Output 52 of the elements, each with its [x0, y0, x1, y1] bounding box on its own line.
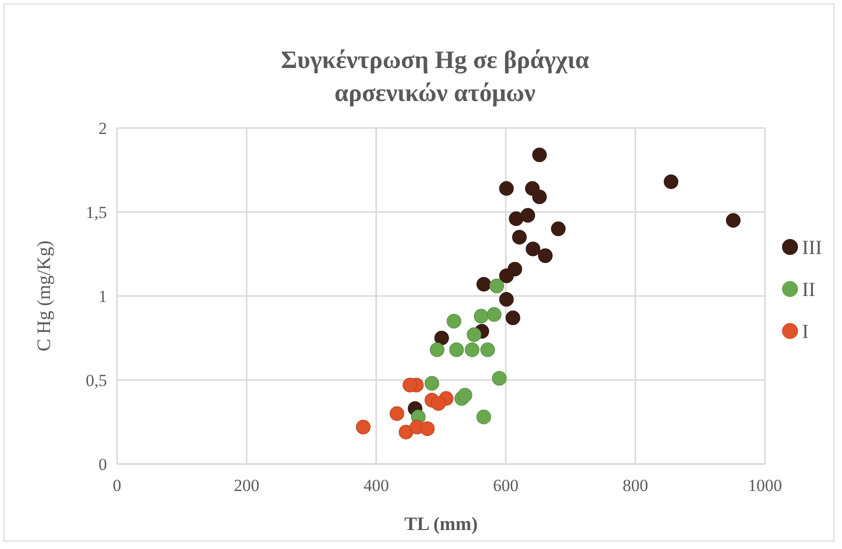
point	[458, 388, 472, 402]
x-tick-label: 600	[493, 476, 519, 495]
point	[446, 314, 462, 328]
point	[726, 213, 741, 228]
point	[356, 420, 371, 434]
point	[499, 181, 514, 196]
point	[492, 371, 507, 386]
point	[506, 310, 520, 326]
y-axis-title: C Hg (mg/Kg)	[34, 240, 55, 352]
point	[550, 222, 566, 236]
point	[466, 327, 482, 342]
point	[464, 342, 480, 358]
x-axis-title: TL (mm)	[404, 514, 478, 535]
legend-label: II	[802, 279, 816, 301]
point	[532, 148, 547, 162]
point	[489, 278, 504, 294]
y-tick-label: 0	[98, 455, 107, 474]
chart-title: Συγκέντρωση Hg σε βράγχια αρσενικών ατόμων	[280, 47, 590, 107]
point	[526, 242, 540, 256]
point	[538, 248, 553, 263]
point	[424, 376, 440, 391]
point	[420, 421, 435, 436]
x-tick-label: 800	[622, 476, 648, 495]
x-tick-label: 0	[112, 476, 122, 495]
point	[431, 396, 446, 411]
point	[486, 307, 502, 322]
point	[499, 292, 514, 307]
point	[508, 211, 524, 226]
point	[520, 208, 536, 223]
point	[434, 330, 449, 346]
point	[499, 268, 514, 284]
point	[390, 406, 404, 421]
point	[430, 342, 444, 358]
point	[474, 308, 488, 324]
y-tick-label: 2	[98, 119, 107, 138]
legend-label: III	[802, 237, 822, 259]
point	[449, 342, 464, 358]
point	[664, 174, 678, 190]
point	[480, 342, 495, 358]
x-tick-label: 400	[363, 476, 389, 495]
point	[402, 378, 418, 392]
point	[476, 276, 492, 292]
point	[476, 410, 492, 424]
point	[532, 190, 547, 204]
y-tick-label: 1,5	[86, 203, 107, 222]
x-tick-label: 1000	[748, 476, 782, 495]
y-tick-label: 1	[98, 287, 107, 306]
y-tick-label: 0,5	[86, 371, 107, 390]
x-tick-label: 200	[234, 476, 260, 495]
point	[398, 424, 414, 440]
legend-label: I	[802, 321, 809, 343]
point	[512, 230, 527, 244]
